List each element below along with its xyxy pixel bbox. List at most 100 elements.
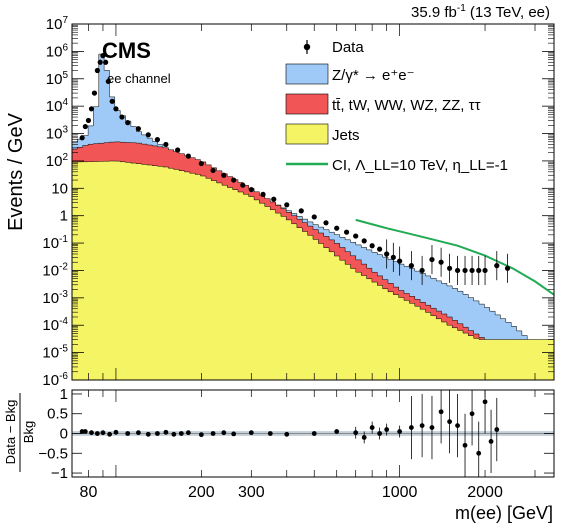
y-tick-label: 10-2 <box>42 261 68 279</box>
data-point <box>384 239 390 269</box>
data-point <box>85 117 92 124</box>
data-point <box>377 246 383 252</box>
data-marker <box>210 167 216 174</box>
lumi-label-sup: -1 <box>457 3 466 14</box>
jets-fill-area <box>72 160 554 380</box>
ratio-marker <box>397 429 403 434</box>
ratio-point <box>438 390 444 444</box>
data-marker <box>476 267 482 274</box>
x-tick-label: 2000 <box>467 484 503 501</box>
ratio-point <box>107 431 113 437</box>
y-tick-label: 10-4 <box>42 316 68 334</box>
data-point <box>397 246 403 276</box>
data-marker <box>454 267 461 274</box>
lumi-label: 35.9 fb-1 (13 TeV, ee) <box>411 3 550 21</box>
y-tick-label: 1 <box>60 208 68 225</box>
data-marker <box>271 196 277 202</box>
ratio-marker <box>455 423 460 428</box>
data-marker <box>408 263 414 269</box>
ratio-marker <box>113 429 119 435</box>
ratio-plot-area <box>72 390 554 477</box>
ratio-marker <box>438 409 444 415</box>
channel-label: ee channel <box>107 71 171 86</box>
ratio-point <box>100 430 106 436</box>
ratio-point <box>462 413 468 477</box>
data-marker <box>79 135 85 141</box>
ratio-point <box>408 395 414 460</box>
data-marker <box>447 265 453 271</box>
ratio-marker <box>384 427 390 432</box>
ratio-marker <box>469 411 475 417</box>
ratio-point <box>145 431 151 437</box>
legend-item-ttbar: tt̄, tW, WW, WZ, ZZ, ττ <box>285 93 481 115</box>
legend-data-marker <box>303 43 311 51</box>
data-marker <box>334 225 340 231</box>
data-marker <box>231 177 237 183</box>
legend-item-data: Data <box>303 39 364 56</box>
ratio-marker <box>447 419 453 425</box>
ratio-point <box>377 427 383 440</box>
main-plot-area <box>72 53 554 380</box>
ratio-point <box>94 431 100 436</box>
ratio-marker <box>185 430 191 436</box>
data-point <box>408 251 414 281</box>
ratio-marker <box>462 442 468 448</box>
ratio-point <box>284 431 290 437</box>
y-tick-label: 107 <box>46 15 69 33</box>
ratio-point <box>369 421 375 434</box>
data-point <box>145 132 151 138</box>
legend-data-label: Data <box>332 39 364 56</box>
x-tick-label: 200 <box>188 484 215 501</box>
data-point <box>469 255 475 286</box>
ratio-point <box>384 423 390 436</box>
data-marker <box>429 256 435 263</box>
data-point <box>113 106 119 112</box>
data-point <box>369 243 375 249</box>
data-point <box>343 229 350 235</box>
data-marker <box>248 186 254 193</box>
x-ticks: 80 200 300 1000 2000 <box>71 24 536 501</box>
data-marker <box>88 106 95 112</box>
ratio-y-label-denominator: Bkg <box>21 421 36 443</box>
data-marker <box>494 263 500 269</box>
data-point <box>494 251 500 281</box>
ratio-marker <box>171 431 177 437</box>
ratio-marker <box>361 435 367 440</box>
ratio-marker <box>408 425 414 430</box>
ratio-point <box>231 431 237 437</box>
data-marker <box>145 132 151 138</box>
ratio-point <box>155 431 160 436</box>
x-tick-label: 1000 <box>382 484 418 501</box>
ratio-point <box>455 393 460 458</box>
ratio-marker <box>377 431 383 436</box>
ratio-point <box>334 429 340 434</box>
data-point <box>504 253 511 283</box>
data-point <box>462 255 468 286</box>
data-point <box>361 238 367 244</box>
ratio-point <box>397 425 403 438</box>
data-point <box>454 255 461 286</box>
data-point <box>311 214 317 220</box>
data-marker <box>369 243 375 249</box>
data-point <box>476 255 482 286</box>
ratio-marker <box>353 430 359 436</box>
data-marker <box>113 106 119 112</box>
ci-signal-line <box>355 218 554 296</box>
ratio-point <box>171 431 177 437</box>
legend: Data Z/γ* → e⁺e⁻ tt̄, tW, WW, WZ, ZZ, ττ… <box>285 39 508 174</box>
data-point <box>109 98 115 104</box>
experiment-label: CMS <box>102 38 151 63</box>
data-marker <box>260 191 266 197</box>
data-marker <box>390 254 396 260</box>
legend-item-ci: CI, Λ_LL=10 TeV, η_LL=-1 <box>286 157 508 174</box>
data-markers <box>79 53 511 286</box>
data-point <box>91 90 98 96</box>
data-marker <box>384 251 390 257</box>
ratio-marker <box>145 431 151 437</box>
data-marker <box>105 78 111 85</box>
data-point <box>260 191 266 197</box>
ratio-marker <box>334 429 340 434</box>
main-plot-frame <box>71 23 555 381</box>
ratio-point <box>185 430 191 436</box>
ratio-y-tick-label: 0.5 <box>47 406 68 423</box>
